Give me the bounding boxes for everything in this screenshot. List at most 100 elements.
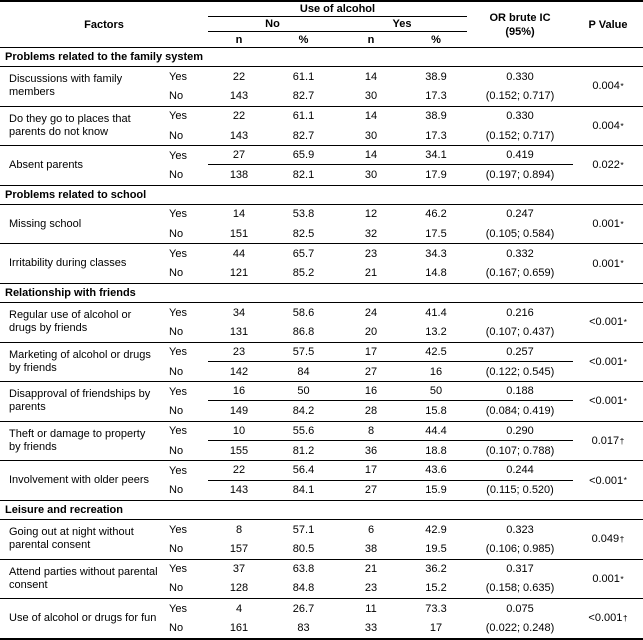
cell-norow-yes-n: 20 bbox=[364, 325, 378, 338]
cell-yesrow-no-pct: 57.5 bbox=[270, 343, 337, 362]
cell-p-value: 0.004 * bbox=[573, 107, 643, 146]
cell-yesrow-yes-pct: 38.9 bbox=[425, 110, 447, 123]
cell-yesrow-no-n: 27 bbox=[208, 146, 270, 166]
row-label-no: No bbox=[169, 622, 184, 635]
cell-p-value: 0.001 * bbox=[573, 244, 643, 283]
cell-p-value: 0.049 † bbox=[573, 520, 643, 559]
factor-label: Marketing of alcohol or drugs by friends bbox=[9, 348, 151, 374]
header-n-yes: n bbox=[367, 33, 375, 46]
cell-norow-no-pct: 84.2 bbox=[292, 405, 315, 418]
cell-norow-no-pct: 82.7 bbox=[292, 129, 315, 142]
cell-yesrow-no-n: 34 bbox=[232, 306, 246, 319]
p-value-number: 0.001 bbox=[592, 218, 620, 231]
cell-yesrow-no-pct: 58.6 bbox=[292, 306, 315, 319]
cell-or-value: 0.323 bbox=[506, 523, 534, 536]
row-label-yes: Yes bbox=[169, 70, 187, 83]
p-value-significance-mark: * bbox=[620, 81, 624, 92]
cell-norow-no-pct: 84.8 bbox=[292, 582, 315, 595]
cell-norow-yes-n: 27 bbox=[364, 484, 378, 497]
cell-yesrow-yes-pct: 73.3 bbox=[425, 602, 447, 615]
cell-norow-no-n: 138 bbox=[229, 169, 249, 182]
cell-or-ci: (0.122; 0.545) bbox=[485, 365, 555, 378]
header-or-ci: OR brute IC (95%) bbox=[467, 2, 573, 47]
header-yes: Yes bbox=[337, 17, 467, 32]
row-label-no: No bbox=[169, 227, 184, 240]
cell-or-ci: (0.115; 0.520) bbox=[486, 484, 554, 497]
row-label-yes: Yes bbox=[169, 248, 187, 261]
p-value-significance-mark: * bbox=[623, 317, 627, 328]
factor-group: Absent parents Yes 27 65.9 14 34.1 0.419… bbox=[0, 146, 643, 186]
factor-label: Involvement with older peers bbox=[9, 474, 150, 487]
factor-label: Theft or damage to property by friends bbox=[9, 428, 146, 454]
row-label-yes: Yes bbox=[169, 563, 187, 576]
cell-norow-no-n: 121 bbox=[229, 267, 249, 280]
p-value-number: 0.001 bbox=[592, 257, 620, 270]
row-label-no: No bbox=[169, 89, 184, 102]
factor-label: Going out at night without parental cons… bbox=[9, 526, 134, 552]
section-title: Problems related to school bbox=[5, 188, 147, 201]
cell-p-value: <0.001 * bbox=[573, 461, 643, 500]
cell-norow-yes-pct: 15.8 bbox=[425, 405, 447, 418]
row-label-yes: Yes bbox=[169, 208, 187, 221]
row-label-no: No bbox=[169, 542, 184, 555]
cell-or-ci: (0.022; 0.248) bbox=[485, 622, 555, 635]
cell-norow-yes-n: 30 bbox=[364, 169, 378, 182]
section-title: Leisure and recreation bbox=[5, 503, 123, 516]
cell-norow-no-n: 143 bbox=[229, 89, 249, 102]
cell-yesrow-no-n: 44 bbox=[232, 248, 246, 261]
header-or-line2: (95%) bbox=[505, 25, 535, 38]
factor-label: Discussions with family members bbox=[9, 73, 123, 99]
cell-yesrow-yes-n: 17 bbox=[337, 343, 405, 362]
p-value-number: <0.001 bbox=[589, 355, 624, 368]
cell-or-value: 0.244 bbox=[467, 461, 573, 481]
cell-norow-yes-pct: 17 bbox=[429, 622, 443, 635]
cell-yesrow-yes-n: 8 bbox=[337, 422, 405, 442]
row-label-yes: Yes bbox=[169, 602, 187, 615]
cell-norow-no-n: 128 bbox=[229, 582, 249, 595]
cell-p-value: <0.001 † bbox=[573, 599, 643, 638]
p-value-significance-mark: † bbox=[619, 435, 625, 446]
cell-yesrow-yes-pct: 36.2 bbox=[425, 563, 447, 576]
factor-label: Regular use of alcohol or drugs by frien… bbox=[9, 309, 132, 335]
cell-norow-no-pct: 85.2 bbox=[292, 267, 315, 280]
factor-label: Use of alcohol or drugs for fun bbox=[9, 611, 157, 624]
cell-norow-yes-n: 33 bbox=[364, 622, 378, 635]
cell-or-ci: (0.167; 0.659) bbox=[485, 267, 555, 280]
p-value-number: <0.001 bbox=[589, 316, 624, 329]
cell-or-value: 0.216 bbox=[506, 306, 534, 319]
cell-yesrow-no-n: 16 bbox=[208, 382, 270, 402]
p-value-number: <0.001 bbox=[589, 474, 624, 487]
cell-p-value: <0.001 * bbox=[573, 382, 643, 421]
cell-norow-no-n: 157 bbox=[229, 542, 249, 555]
p-value-significance-mark: † bbox=[619, 533, 625, 544]
cell-yesrow-no-n: 14 bbox=[232, 208, 246, 221]
factor-group: Attend parties without parental consent … bbox=[0, 560, 643, 600]
cell-p-value: <0.001 * bbox=[573, 343, 643, 382]
cell-norow-no-n: 149 bbox=[229, 405, 249, 418]
cell-or-ci: (0.197; 0.894) bbox=[485, 169, 555, 182]
section-title: Problems related to the family system bbox=[5, 51, 204, 63]
row-label-no: No bbox=[169, 582, 184, 595]
cell-or-value: 0.290 bbox=[467, 422, 573, 442]
cell-yesrow-yes-n: 14 bbox=[337, 146, 405, 166]
cell-or-ci: (0.158; 0.635) bbox=[485, 582, 555, 595]
cell-norow-yes-n: 28 bbox=[364, 405, 378, 418]
cell-yesrow-yes-n: 21 bbox=[364, 563, 378, 576]
cell-or-ci: (0.106; 0.985) bbox=[485, 542, 555, 555]
header-pct-yes: % bbox=[431, 33, 441, 46]
cell-norow-yes-n: 30 bbox=[364, 89, 378, 102]
row-label-yes: Yes bbox=[169, 110, 187, 123]
cell-norow-no-n: 151 bbox=[229, 227, 249, 240]
cell-norow-yes-pct: 17.3 bbox=[425, 129, 447, 142]
header-use-of-alcohol: Use of alcohol bbox=[208, 2, 467, 17]
cell-yesrow-no-n: 10 bbox=[208, 422, 270, 442]
row-label-yes: Yes bbox=[169, 346, 187, 359]
cell-norow-no-n: 143 bbox=[229, 484, 249, 497]
table-header: Factors Use of alcohol No Yes n % n % OR… bbox=[0, 2, 643, 48]
cell-yesrow-no-pct: 55.6 bbox=[270, 422, 337, 442]
row-label-no: No bbox=[169, 169, 184, 182]
factor-group: Going out at night without parental cons… bbox=[0, 520, 643, 560]
cell-norow-no-n: 155 bbox=[229, 444, 249, 457]
cell-yesrow-no-n: 22 bbox=[232, 70, 246, 83]
factor-label: Irritability during classes bbox=[9, 257, 127, 270]
